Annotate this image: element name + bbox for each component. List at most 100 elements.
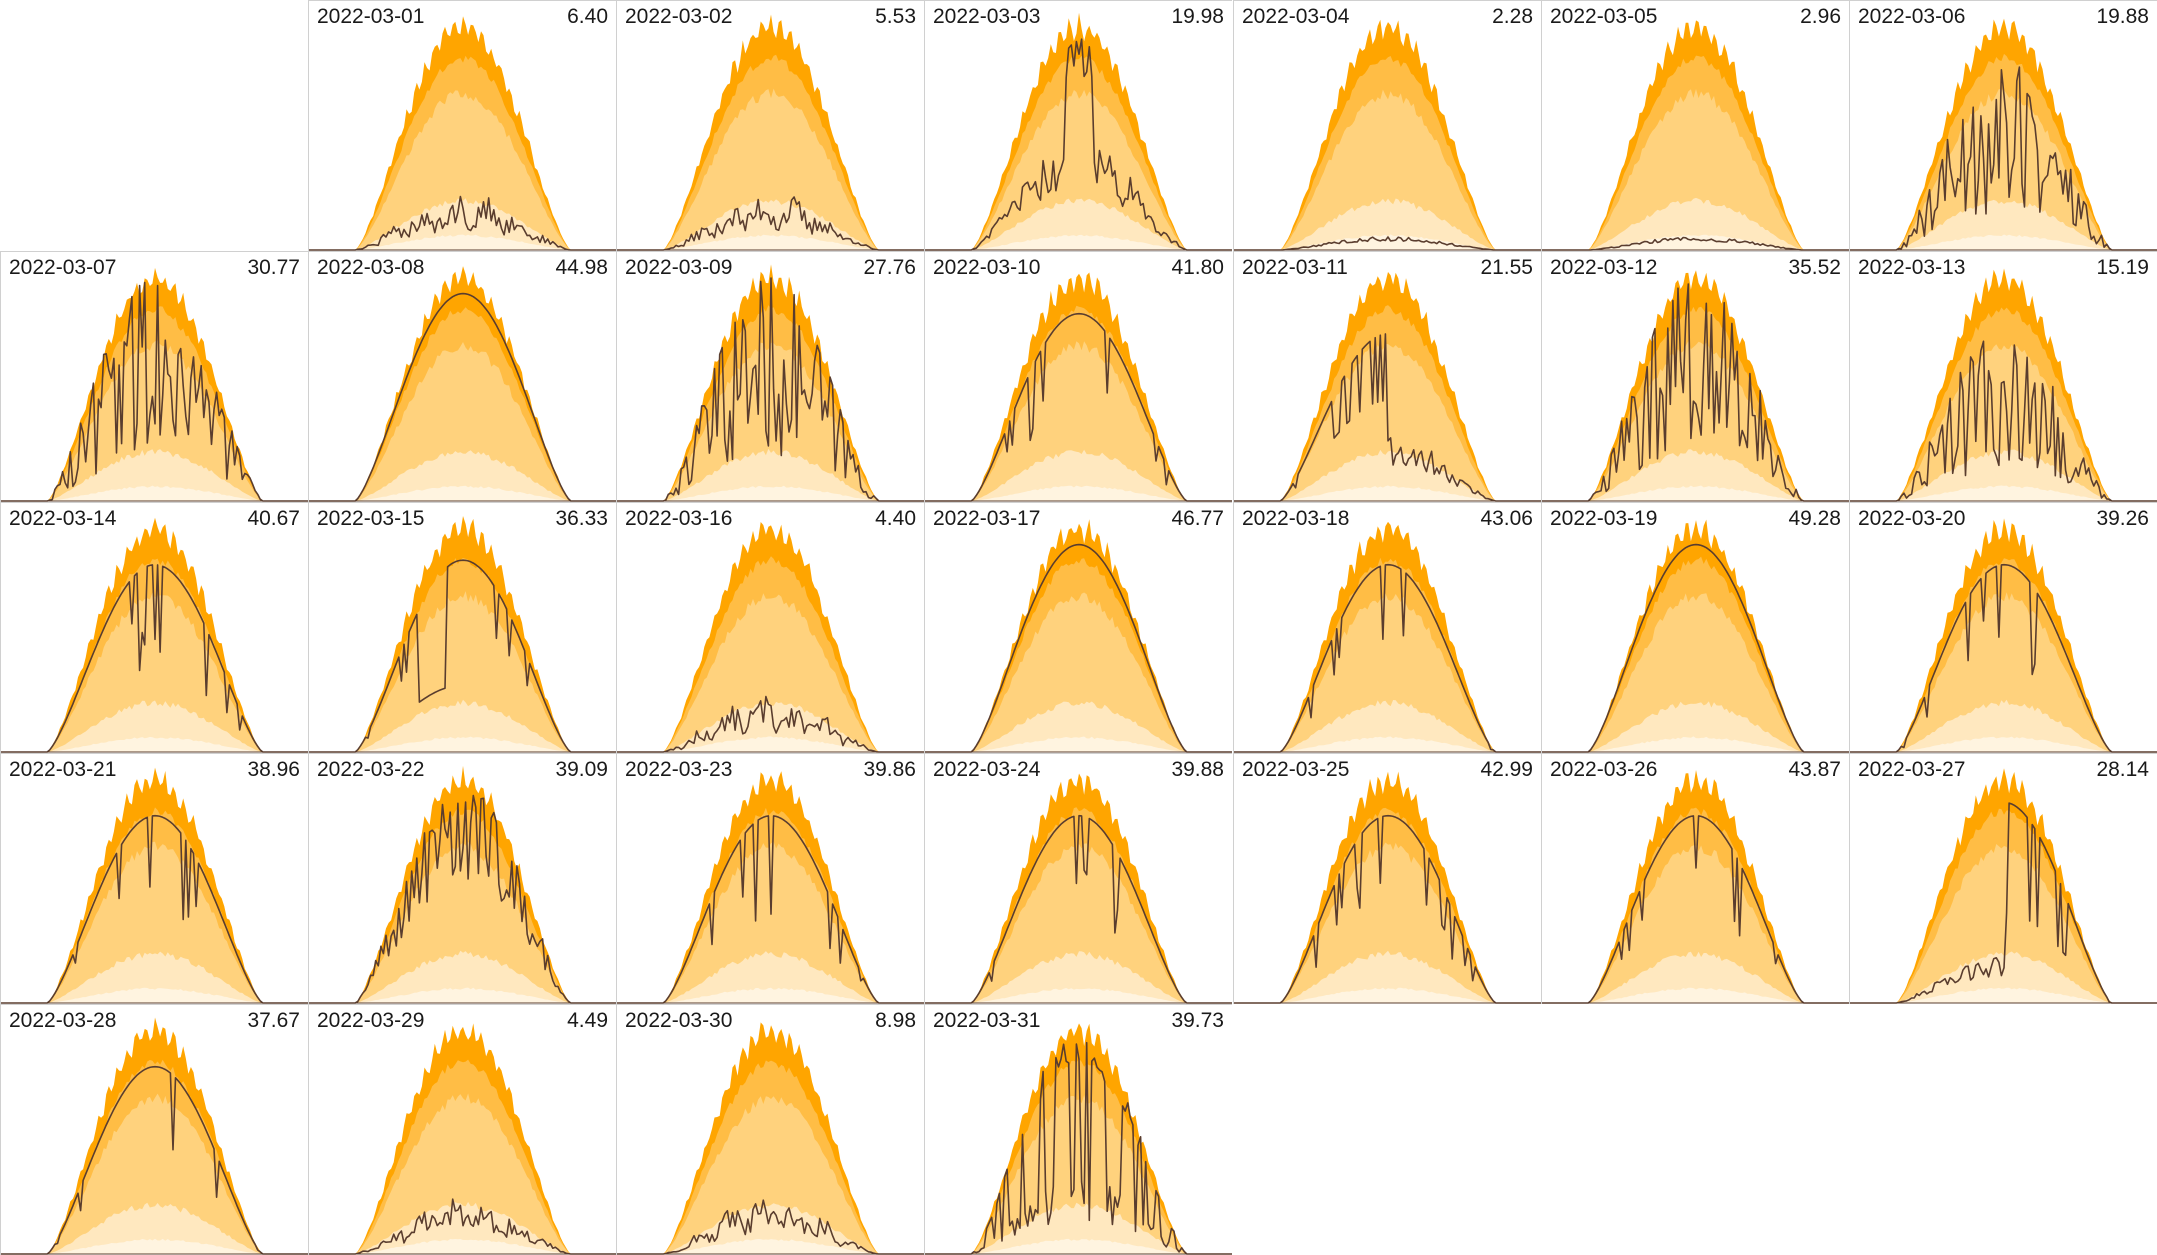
panel-total: 39.26 bbox=[2096, 507, 2149, 530]
day-panel: 2022-03-20 39.26 bbox=[1849, 502, 2157, 753]
panel-date: 2022-03-31 bbox=[933, 1009, 1041, 1032]
low-band bbox=[925, 701, 1232, 752]
panel-date: 2022-03-26 bbox=[1550, 758, 1658, 781]
panel-total: 2.96 bbox=[1800, 5, 1841, 28]
min-band bbox=[617, 736, 924, 752]
min-band bbox=[1234, 736, 1541, 752]
day-panel: 2022-03-07 30.77 bbox=[0, 251, 308, 502]
actual-output-line bbox=[1850, 563, 2157, 753]
panel-total: 39.88 bbox=[1171, 758, 1224, 781]
low-band bbox=[1542, 197, 1849, 250]
panel-date: 2022-03-16 bbox=[625, 507, 733, 530]
day-chart bbox=[1234, 521, 1541, 753]
actual-output-line bbox=[1542, 543, 1849, 753]
day-panel: 2022-03-09 27.76 bbox=[616, 251, 924, 502]
mid-band bbox=[1, 1093, 308, 1254]
low-band bbox=[1234, 198, 1541, 250]
panel-date: 2022-03-05 bbox=[1550, 5, 1658, 28]
low-band bbox=[309, 699, 616, 752]
min-band bbox=[617, 1239, 924, 1254]
day-chart bbox=[925, 272, 1232, 502]
min-band bbox=[925, 485, 1232, 501]
actual-output-line bbox=[1, 281, 308, 502]
actual-output-line bbox=[1, 564, 308, 753]
actual-output-line bbox=[617, 1199, 924, 1255]
day-chart bbox=[1, 767, 308, 1004]
day-chart bbox=[309, 1023, 616, 1255]
panel-total: 19.98 bbox=[1171, 5, 1224, 28]
panel-date: 2022-03-18 bbox=[1242, 507, 1350, 530]
day-chart bbox=[925, 773, 1232, 1004]
day-chart bbox=[1850, 518, 2157, 753]
panel-total: 27.76 bbox=[863, 256, 916, 279]
day-panel: 2022-03-23 39.86 bbox=[616, 753, 924, 1004]
panel-total: 21.55 bbox=[1480, 256, 1533, 279]
panel-total: 43.06 bbox=[1480, 507, 1533, 530]
day-chart bbox=[617, 1022, 924, 1255]
actual-output-line bbox=[309, 559, 616, 753]
panel-total: 36.33 bbox=[555, 507, 608, 530]
min-band bbox=[1542, 485, 1849, 501]
mid-band bbox=[309, 842, 616, 1003]
day-panel: 2022-03-30 8.98 bbox=[616, 1004, 924, 1255]
panel-total: 30.77 bbox=[247, 256, 300, 279]
actual-output-line bbox=[309, 195, 616, 251]
day-panel: 2022-03-10 41.80 bbox=[924, 251, 1232, 502]
min-band bbox=[309, 736, 616, 752]
mid-band bbox=[309, 591, 616, 752]
day-panel: 2022-03-04 2.28 bbox=[1233, 0, 1541, 251]
panel-date: 2022-03-12 bbox=[1550, 256, 1658, 279]
day-chart bbox=[1, 517, 308, 753]
min-band bbox=[925, 736, 1232, 752]
day-panel: 2022-03-26 43.87 bbox=[1541, 753, 1849, 1004]
min-band bbox=[925, 988, 1232, 1003]
panel-total: 6.40 bbox=[567, 5, 608, 28]
panel-total: 39.09 bbox=[555, 758, 608, 781]
actual-output-line bbox=[309, 292, 616, 502]
min-band bbox=[1, 1238, 308, 1254]
low-band bbox=[925, 951, 1232, 1003]
day-chart bbox=[1850, 768, 2157, 1004]
panel-date: 2022-03-13 bbox=[1858, 256, 1966, 279]
panel-total: 15.19 bbox=[2096, 256, 2149, 279]
panel-total: 42.99 bbox=[1480, 758, 1533, 781]
panel-total: 8.98 bbox=[875, 1009, 916, 1032]
mid-band bbox=[1542, 89, 1849, 250]
actual-output-line bbox=[1542, 815, 1849, 1004]
min-band bbox=[309, 485, 616, 501]
day-panel: 2022-03-28 37.67 bbox=[0, 1004, 308, 1255]
day-panel: 2022-03-03 19.98 bbox=[924, 0, 1232, 251]
panel-total: 4.40 bbox=[875, 507, 916, 530]
panel-total: 43.87 bbox=[1788, 758, 1841, 781]
panel-date: 2022-03-27 bbox=[1858, 758, 1966, 781]
day-chart bbox=[1542, 770, 1849, 1004]
actual-output-line bbox=[1850, 66, 2157, 251]
min-band bbox=[1234, 485, 1541, 501]
min-band bbox=[309, 234, 616, 250]
actual-output-line bbox=[617, 815, 924, 1004]
mid-band bbox=[617, 593, 924, 752]
min-band bbox=[1542, 987, 1849, 1003]
min-band bbox=[1850, 987, 2157, 1003]
day-chart bbox=[1234, 19, 1541, 251]
day-panel: 2022-03-02 5.53 bbox=[616, 0, 924, 251]
panel-total: 46.77 bbox=[1171, 507, 1224, 530]
actual-output-line bbox=[1850, 802, 2157, 1004]
low-band bbox=[617, 448, 924, 501]
day-panel: 2022-03-12 35.52 bbox=[1541, 251, 1849, 502]
actual-output-line bbox=[1542, 283, 1849, 502]
panel-total: 44.98 bbox=[555, 256, 608, 279]
min-band bbox=[1542, 234, 1849, 250]
actual-output-line bbox=[309, 1198, 616, 1255]
actual-output-line bbox=[1234, 563, 1541, 753]
day-chart bbox=[617, 771, 924, 1004]
day-chart bbox=[1542, 270, 1849, 502]
panel-date: 2022-03-24 bbox=[933, 758, 1041, 781]
day-panel: 2022-03-18 43.06 bbox=[1233, 502, 1541, 753]
mid-band bbox=[617, 1096, 924, 1254]
low-band bbox=[1850, 951, 2157, 1003]
mid-band bbox=[309, 1093, 616, 1254]
panel-date: 2022-03-23 bbox=[625, 758, 733, 781]
day-chart bbox=[925, 1023, 1232, 1255]
min-band bbox=[1, 987, 308, 1003]
